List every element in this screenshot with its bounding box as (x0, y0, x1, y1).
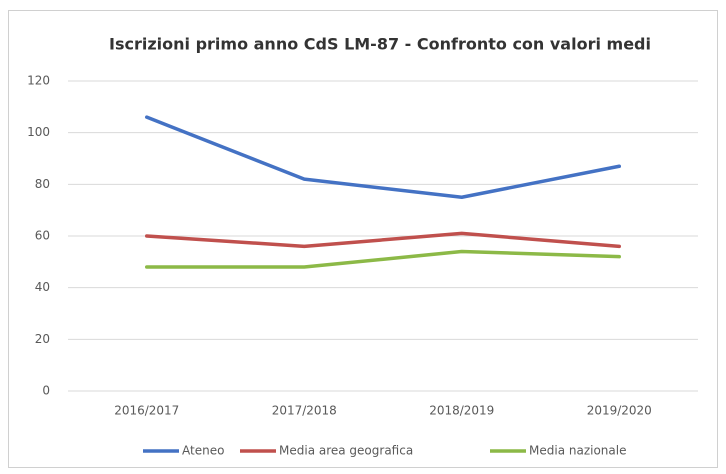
chart-frame (8, 10, 718, 468)
x-tick-label: 2018/2019 (429, 404, 494, 418)
series-line (145, 231, 621, 249)
y-tick-label: 120 (27, 74, 50, 88)
x-tick-label: 2016/2017 (114, 404, 179, 418)
legend-label: Media area geografica (279, 444, 413, 458)
y-tick-label: 80 (35, 177, 50, 191)
x-tick-label: 2019/2020 (587, 404, 652, 418)
y-tick-label: 0 (42, 384, 50, 398)
series-line (145, 249, 621, 269)
y-tick-label: 100 (27, 125, 50, 139)
legend-label: Media nazionale (529, 444, 626, 458)
x-tick-label: 2017/2018 (272, 404, 337, 418)
y-tick-label: 20 (35, 332, 50, 346)
series-line (145, 115, 621, 199)
y-tick-label: 60 (35, 229, 50, 243)
legend-label: Ateneo (182, 444, 224, 458)
chart-title: Iscrizioni primo anno CdS LM-87 - Confro… (109, 35, 651, 54)
y-tick-label: 40 (35, 280, 50, 294)
